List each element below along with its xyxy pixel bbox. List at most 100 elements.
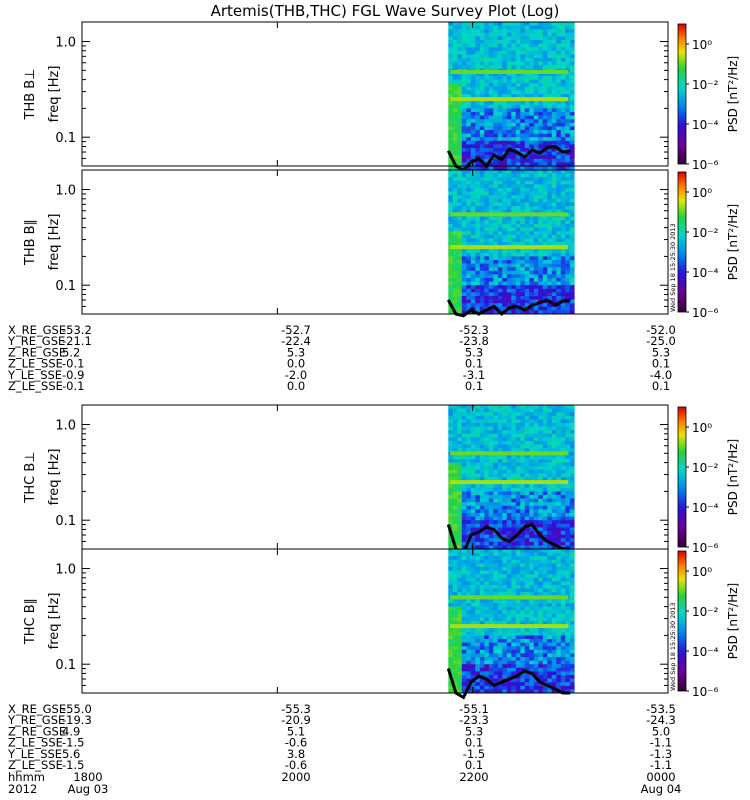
trace-line [446,144,571,173]
panel-thb-perp: 1.0 0.1 THB B⊥ freq [Hz] 10⁻⁶ 10⁻⁴ 10⁻² 10⁰ PSD … [23,21,740,173]
orbit-value: -25.0 [646,334,676,348]
orbit-value: -1.5 [463,747,485,761]
colorbar-tick-label: 10⁻² [692,461,719,475]
spectrogram-cells [448,405,575,550]
orbit-value: 0.1 [465,758,483,772]
orbit-value: -20.9 [281,713,311,727]
band-0.48-hz [450,70,569,74]
orbit-value: 0.1 [652,379,670,393]
panel-thc-par: 1.0 0.1 THC B∥ freq [Hz] 10⁻⁶ 10⁻⁴ 10⁻² 10⁰ PSD … [23,548,740,700]
panel-label: THC B⊥ [23,451,38,503]
panel-frame [81,404,669,550]
orbit-value: 0.1 [652,357,670,371]
colorbar [677,23,687,165]
orbit-row-label: X_RE_GSE [8,702,66,716]
y-axis-label: freq [Hz] [47,449,62,506]
x-tick-label: 0000 [646,770,675,784]
generation-stamp: Wed Sep 18 15:25:30 2013 [669,602,677,691]
date-start: Aug 03 [68,782,109,796]
colorbar-tick-label: 10⁻⁴ [692,118,719,132]
panel-frame [81,21,669,167]
orbit-value: -23.3 [459,713,489,727]
colorbar-tick-label: 10⁰ [692,421,712,435]
orbit-value: -0.6 [285,758,307,772]
orbit-row-label: Z_LE_SSE [8,357,63,371]
orbit-value: -53.5 [646,702,676,716]
orbit-value: -1.5 [62,736,84,750]
orbit-value: -52.7 [281,323,311,337]
orbit-value: -1.5 [62,758,84,772]
orbit-value: 5.0 [652,724,670,738]
x-axis-label: hhmm [8,770,45,784]
orbit-row-label: Z_LE_SSE [8,758,63,772]
orbit-value: -1.1 [650,758,672,772]
orbit-value: -55.0 [62,702,92,716]
orbit-value: 5.3 [465,724,483,738]
colorbar-tick-label: 10⁻² [692,78,719,92]
orbit-value: 0.0 [287,379,305,393]
trace-line [446,298,571,318]
trace-line [446,522,571,556]
spectrogram-panels: 1.0 0.1 THB B⊥ freq [Hz] 10⁻⁶ 10⁻⁴ 10⁻² 10⁰ PSD … [23,21,740,700]
panel-label: THC B∥ [23,598,38,645]
orbit-value: 5.3 [287,345,305,359]
orbit-value: -52.3 [459,323,489,337]
colorbar-tick-label: 10⁻⁶ [692,158,719,172]
orbit-value: 4.9 [62,724,80,738]
x-tick-label: 2000 [281,770,310,784]
colorbar-tick-label: 10⁻⁴ [692,501,719,515]
orbit-value: -0.1 [62,357,84,371]
panel-label: THB B⊥ [23,68,38,120]
generation-stamp: Wed Sep 18 15:25:30 2013 [669,223,677,312]
band-0.55-hz [450,212,569,217]
colorbar [677,171,687,313]
colorbar-label: PSD [nT²/Hz] [726,583,740,659]
band-0.25-hz [450,245,569,250]
orbit-value: -53.2 [62,323,92,337]
colorbar-tick-label: 10⁰ [692,186,712,200]
orbit-value: -24.3 [646,713,676,727]
band-0.25-hz [450,97,569,102]
orbit-value: 5.2 [62,345,80,359]
orbit-row-label: Z_LE_SSE [8,379,63,393]
colorbar-tick-label: 10⁰ [692,38,712,52]
date-end: Aug 04 [641,782,682,796]
spectrogram-cells [448,170,575,315]
orbit-row-label: Z_LE_SSE [8,736,63,750]
band-0.5-hz [450,451,569,456]
colorbar-label: PSD [nT²/Hz] [726,56,740,132]
orbit-row-label: X_RE_GSE [8,323,66,337]
orbit-tables: X_RE_GSE-53.2 -52.7 -52.3 -52.0Y_RE_GSE-21.… [7,323,676,772]
y-tick-label: 1.0 [55,184,76,199]
y-tick-label: 0.1 [55,131,76,146]
orbit-value: 5.3 [652,345,670,359]
chart-title: Artemis(THB,THC) FGL Wave Survey Plot (L… [211,2,560,20]
band-0.25-hz [450,480,569,485]
colorbar-tick-label: 10⁻⁴ [692,266,719,280]
trace-line [446,668,571,700]
colorbar [677,550,687,692]
x-tick-label: 2200 [459,770,488,784]
orbit-value: -23.8 [459,334,489,348]
orbit-row-label: Y_LE_SSE [7,368,62,382]
colorbar [677,406,687,548]
y-tick-label: 1.0 [55,419,76,434]
colorbar-label: PSD [nT²/Hz] [726,204,740,280]
colorbar-tick-label: 10⁰ [692,565,712,579]
colorbar-tick-label: 10⁻² [692,605,719,619]
orbit-value: -4.0 [650,368,672,382]
orbit-value: -21.1 [62,334,92,348]
y-tick-label: 1.0 [55,563,76,578]
orbit-value: 0.1 [465,357,483,371]
spectrogram-cells [448,549,575,694]
orbit-value: 0.1 [465,736,483,750]
orbit-row-label: Y_RE_GSE [7,334,65,348]
y-tick-label: 0.1 [55,514,76,529]
panel-frame [81,169,669,315]
orbit-value: -52.0 [646,323,676,337]
orbit-value: -19.3 [62,713,92,727]
band-0.25-hz [450,624,569,629]
orbit-value: -0.9 [62,368,84,382]
date-year: 2012 [8,782,37,796]
